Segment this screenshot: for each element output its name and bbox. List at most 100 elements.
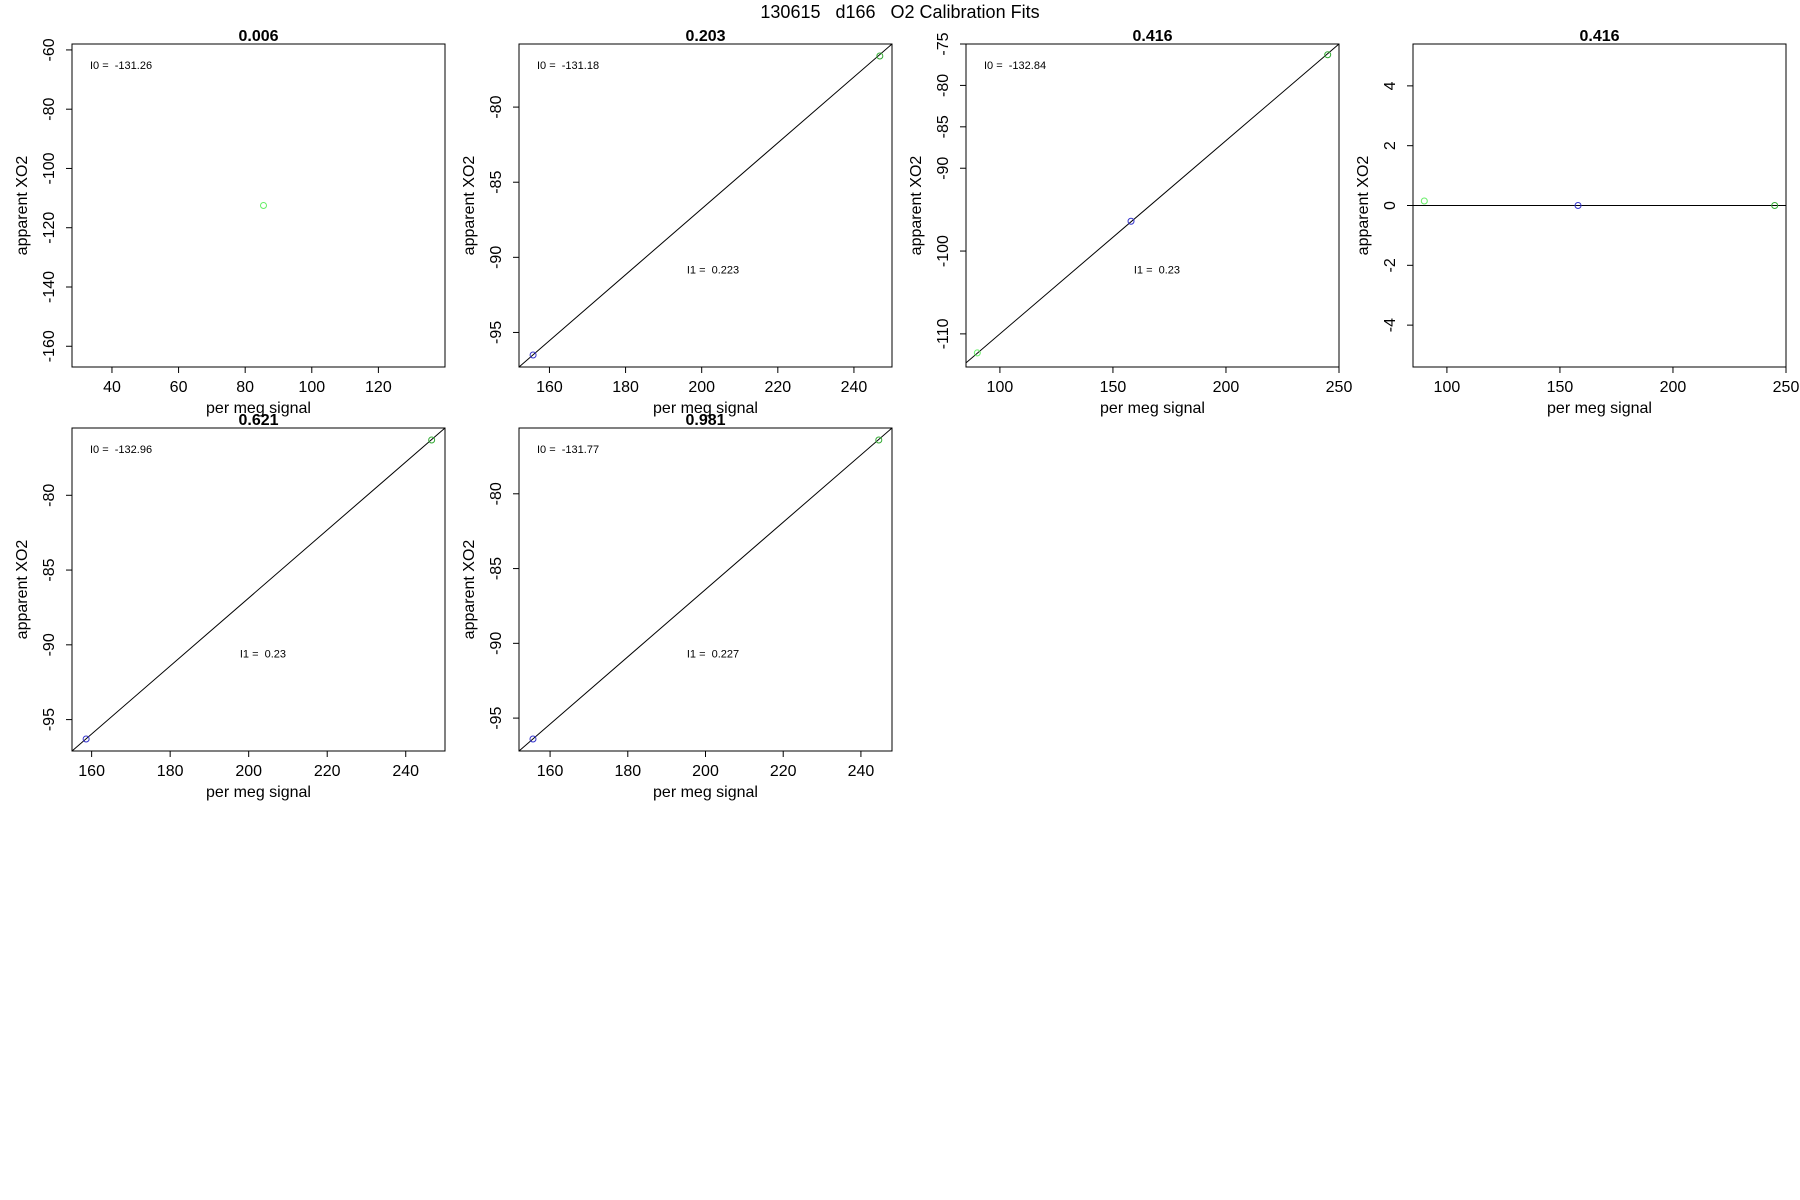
- data-point: [1771, 202, 1779, 209]
- x-tick-label: 200: [692, 763, 719, 780]
- x-axis-label: per meg signal: [206, 784, 311, 801]
- panel-title: 0.416: [1579, 28, 1619, 45]
- panel-1: 0.006 40 60 80 100 120 per meg signal -60 -80 -10…: [14, 28, 446, 417]
- data-point: [973, 349, 981, 357]
- panel-title: 0.621: [238, 412, 278, 429]
- y-tick-label: -110: [935, 318, 952, 349]
- x-tick-label: 240: [392, 763, 419, 780]
- y-tick-label: -95: [488, 321, 505, 344]
- fit-line: [72, 428, 445, 751]
- panel-title: 0.203: [685, 28, 725, 45]
- y-tick-label: -75: [935, 32, 952, 55]
- panel-3: 0.416 100 150 200 250 per meg signal -75 -80 -85…: [908, 28, 1352, 417]
- plot-frame: [71, 43, 446, 368]
- y-tick-label: -2: [1382, 258, 1399, 272]
- y-tick-label: -80: [41, 98, 58, 121]
- fit-annotation: I1 = 0.223: [687, 264, 739, 276]
- panel-title: 0.981: [685, 412, 725, 429]
- x-tick-label: 160: [536, 379, 563, 396]
- x-tick-label: 180: [614, 763, 641, 780]
- x-tick-label: 240: [841, 379, 868, 396]
- x-tick-label: 250: [1326, 379, 1353, 396]
- y-tick-label: -80: [488, 482, 505, 505]
- x-tick-label: 200: [688, 379, 715, 396]
- x-tick-label: 120: [365, 379, 392, 396]
- y-axis-label: apparent XO2: [14, 540, 31, 640]
- y-tick-label: -60: [41, 38, 58, 61]
- fit-annotation: I0 = -132.84: [984, 60, 1046, 72]
- y-tick-label: 2: [1382, 141, 1399, 150]
- y-tick-label: -160: [41, 330, 58, 362]
- fit-line: [519, 44, 892, 367]
- fit-annotation: I0 = -131.18: [537, 60, 599, 72]
- fit-annotation: I1 = 0.23: [240, 648, 286, 660]
- x-tick-label: 200: [235, 763, 262, 780]
- plot-frame: [965, 43, 1340, 368]
- data-point: [259, 202, 267, 209]
- x-tick-label: 220: [314, 763, 341, 780]
- y-tick-label: -90: [41, 633, 58, 656]
- y-tick-label: -85: [488, 557, 505, 580]
- x-axis-label: per meg signal: [653, 784, 758, 801]
- data-point: [1127, 217, 1135, 225]
- y-tick-label: -85: [41, 558, 58, 581]
- panel-title: 0.006: [238, 28, 278, 45]
- x-tick-label: 40: [103, 379, 121, 396]
- x-tick-label: 180: [157, 763, 184, 780]
- x-axis-label: per meg signal: [653, 400, 758, 417]
- data-point: [1420, 197, 1428, 205]
- x-tick-label: 240: [848, 763, 875, 780]
- x-axis-label: per meg signal: [1100, 400, 1205, 417]
- panel-6: 0.981 160 180 200 220 240 per meg signal -80 -85…: [461, 412, 893, 801]
- y-tick-label: -100: [41, 152, 58, 184]
- y-tick-label: -95: [41, 708, 58, 731]
- x-axis-label: per meg signal: [206, 400, 311, 417]
- data-point: [529, 351, 537, 359]
- y-tick-label: -100: [935, 235, 952, 267]
- plot-frame: [71, 427, 446, 752]
- x-tick-label: 220: [770, 763, 797, 780]
- y-tick-label: -120: [41, 212, 58, 244]
- y-axis-label: apparent XO2: [14, 156, 31, 256]
- fit-line: [519, 428, 892, 751]
- fit-annotation: I0 = -131.77: [537, 444, 599, 456]
- x-tick-label: 250: [1773, 379, 1800, 396]
- x-tick-label: 150: [1100, 379, 1127, 396]
- y-axis-label: apparent XO2: [461, 156, 478, 256]
- x-tick-label: 180: [612, 379, 639, 396]
- y-axis-label: apparent XO2: [1355, 156, 1372, 256]
- panel-title: 0.416: [1132, 28, 1172, 45]
- x-tick-label: 100: [1434, 379, 1461, 396]
- fit-annotation: I0 = -132.96: [90, 444, 152, 456]
- y-tick-label: -80: [488, 95, 505, 118]
- fit-annotation: I0 = -131.26: [90, 60, 152, 72]
- panel-4: 0.416 100 150 200 250 per meg signal 4 2 0 -2 -4 ap…: [1355, 28, 1799, 417]
- x-tick-label: 150: [1547, 379, 1574, 396]
- y-tick-label: -4: [1382, 318, 1399, 332]
- x-tick-label: 220: [764, 379, 791, 396]
- data-point: [876, 52, 884, 60]
- y-tick-label: -90: [488, 246, 505, 269]
- y-axis-label: apparent XO2: [908, 156, 925, 256]
- page-title: 130615 d166 O2 Calibration Fits: [760, 2, 1040, 22]
- x-tick-label: 200: [1660, 379, 1687, 396]
- y-tick-label: -95: [488, 706, 505, 729]
- panel-5: 0.621 160 180 200 220 240 per meg signal -80 -85…: [14, 412, 446, 801]
- x-tick-label: 160: [537, 763, 564, 780]
- x-tick-label: 200: [1213, 379, 1240, 396]
- y-tick-label: -90: [935, 157, 952, 180]
- y-tick-label: -85: [488, 171, 505, 194]
- data-point: [428, 436, 436, 444]
- y-tick-label: 4: [1382, 81, 1399, 90]
- data-point: [529, 735, 537, 743]
- y-tick-label: -80: [935, 74, 952, 97]
- x-tick-label: 160: [78, 763, 105, 780]
- fit-annotation: I1 = 0.23: [1134, 264, 1180, 276]
- panel-2: 0.203 160 180 200 220 240 per meg signal -80 -85…: [461, 28, 893, 417]
- x-tick-label: 60: [170, 379, 188, 396]
- fit-line: [966, 44, 1339, 364]
- y-tick-label: -85: [935, 115, 952, 138]
- y-tick-label: -90: [488, 632, 505, 655]
- data-point: [875, 436, 883, 444]
